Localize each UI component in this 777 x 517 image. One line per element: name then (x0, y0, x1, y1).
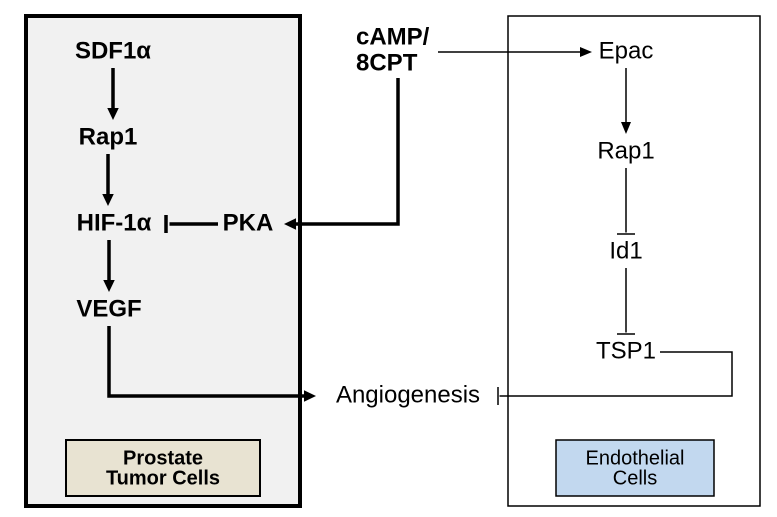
node-hif1a: HIF-1α (77, 209, 152, 236)
endothelial-badge-label-2: Cells (613, 467, 657, 489)
edge-camp-pka (296, 78, 398, 224)
node-epac: Epac (599, 37, 654, 64)
node-vegf: VEGF (76, 295, 141, 322)
node-tsp1: TSP1 (596, 337, 656, 364)
node-angio: Angiogenesis (336, 381, 480, 408)
left-panel (26, 16, 300, 506)
node-camp1: cAMP/ (356, 23, 430, 50)
prostate-badge-label-1: Prostate (123, 447, 203, 469)
endothelial-badge-label-1: Endothelial (586, 447, 685, 469)
prostate-badge-label-2: Tumor Cells (106, 467, 220, 489)
node-rap1_l: Rap1 (79, 123, 138, 150)
node-sdf1a: SDF1α (75, 37, 151, 64)
node-pka: PKA (223, 209, 274, 236)
node-id1: Id1 (609, 237, 642, 264)
node-camp2: 8CPT (356, 49, 418, 76)
node-rap1_r: Rap1 (597, 137, 654, 164)
arrowhead-vegf-angio (304, 390, 316, 402)
